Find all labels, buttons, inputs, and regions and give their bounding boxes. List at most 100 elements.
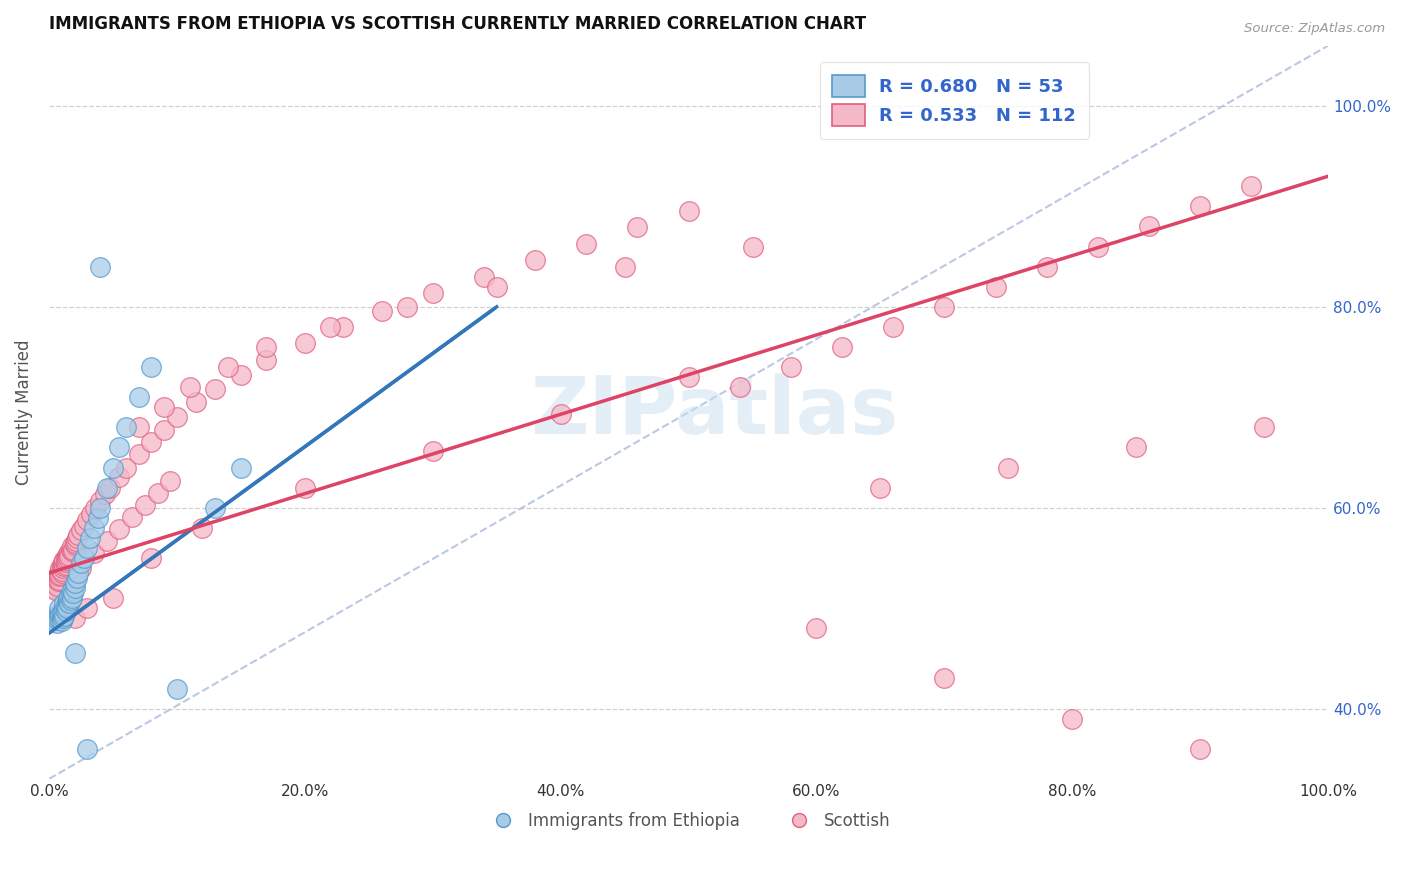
Point: [141, 360, 163, 375]
Point: [1189, 741, 1212, 756]
Point: [83, 546, 105, 560]
Point: [52, 555, 75, 569]
Point: [134, 498, 156, 512]
Point: [613, 260, 636, 274]
Point: [141, 550, 163, 565]
Point: [49, 568, 72, 582]
Point: [56, 550, 79, 565]
Point: [60, 591, 83, 606]
Point: [55, 604, 77, 618]
Point: [101, 591, 124, 606]
Point: [741, 239, 763, 253]
Point: [45, 616, 67, 631]
Point: [934, 300, 956, 314]
Point: [550, 407, 572, 421]
Text: Source: ZipAtlas.com: Source: ZipAtlas.com: [1244, 22, 1385, 36]
Point: [159, 474, 181, 488]
Point: [319, 319, 342, 334]
Point: [294, 336, 316, 351]
Point: [49, 608, 72, 623]
Point: [52, 561, 75, 575]
Point: [89, 493, 111, 508]
Point: [60, 544, 83, 558]
Point: [128, 448, 150, 462]
Point: [46, 568, 69, 582]
Point: [831, 340, 853, 354]
Point: [108, 469, 131, 483]
Point: [84, 500, 107, 515]
Point: [678, 204, 700, 219]
Legend: Immigrants from Ethiopia, Scottish: Immigrants from Ethiopia, Scottish: [479, 805, 897, 837]
Point: [72, 550, 94, 565]
Point: [53, 601, 76, 615]
Point: [46, 613, 69, 627]
Point: [997, 460, 1019, 475]
Point: [48, 606, 70, 620]
Point: [96, 481, 118, 495]
Point: [56, 591, 79, 606]
Point: [89, 260, 111, 274]
Point: [472, 269, 495, 284]
Point: [70, 523, 93, 537]
Point: [114, 420, 136, 434]
Point: [60, 583, 83, 598]
Point: [153, 401, 176, 415]
Point: [66, 571, 89, 585]
Point: [485, 279, 508, 293]
Point: [42, 581, 65, 595]
Point: [114, 460, 136, 475]
Point: [48, 573, 70, 587]
Point: [51, 566, 73, 580]
Point: [1253, 420, 1275, 434]
Point: [53, 558, 76, 573]
Point: [524, 252, 547, 267]
Point: [46, 574, 69, 588]
Point: [56, 553, 79, 567]
Point: [1125, 441, 1147, 455]
Point: [59, 586, 82, 600]
Point: [128, 420, 150, 434]
Point: [254, 353, 277, 368]
Point: [229, 368, 252, 383]
Point: [108, 522, 131, 536]
Point: [422, 285, 444, 300]
Point: [76, 601, 98, 615]
Point: [1189, 199, 1212, 213]
Point: [1137, 219, 1160, 234]
Point: [49, 561, 72, 575]
Point: [121, 509, 143, 524]
Point: [48, 569, 70, 583]
Point: [53, 596, 76, 610]
Point: [626, 220, 648, 235]
Point: [63, 581, 86, 595]
Point: [184, 395, 207, 409]
Point: [44, 583, 66, 598]
Point: [44, 611, 66, 625]
Point: [48, 601, 70, 615]
Point: [191, 521, 214, 535]
Point: [63, 576, 86, 591]
Point: [56, 594, 79, 608]
Point: [254, 340, 277, 354]
Point: [48, 566, 70, 580]
Point: [396, 300, 419, 314]
Y-axis label: Currently Married: Currently Married: [15, 340, 32, 485]
Point: [55, 550, 77, 565]
Point: [728, 380, 751, 394]
Point: [51, 614, 73, 628]
Point: [51, 609, 73, 624]
Point: [56, 601, 79, 615]
Point: [52, 605, 75, 619]
Point: [55, 555, 77, 569]
Point: [53, 609, 76, 624]
Point: [45, 571, 67, 585]
Point: [62, 586, 84, 600]
Point: [63, 611, 86, 625]
Point: [332, 319, 354, 334]
Point: [70, 561, 93, 575]
Point: [76, 741, 98, 756]
Point: [166, 410, 188, 425]
Point: [59, 542, 82, 557]
Point: [42, 576, 65, 591]
Point: [1062, 712, 1084, 726]
